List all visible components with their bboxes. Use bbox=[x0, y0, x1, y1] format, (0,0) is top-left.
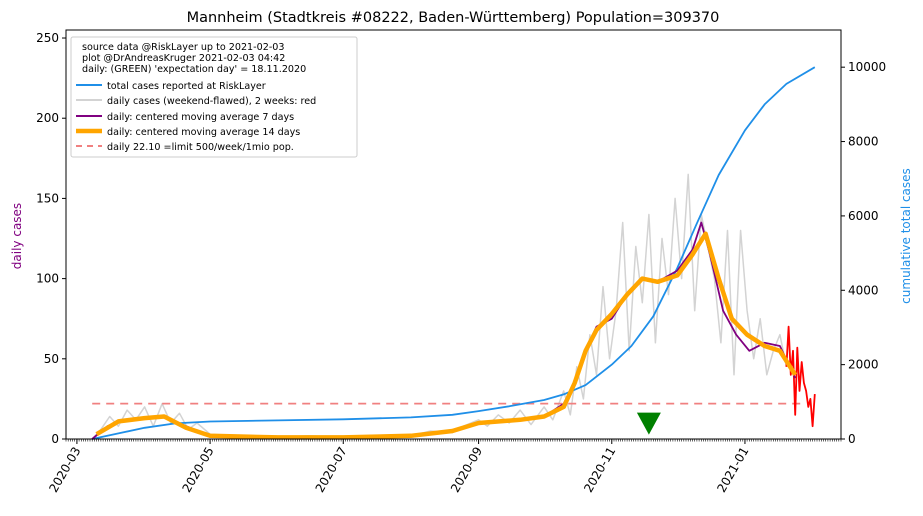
left-ytick-label: 200 bbox=[36, 111, 59, 125]
right-ytick-label: 8000 bbox=[848, 135, 879, 149]
legend-label-daily: daily cases (weekend-flawed), 2 weeks: r… bbox=[107, 96, 316, 107]
right-ytick-label: 6000 bbox=[848, 209, 879, 223]
series-recent-daily-line bbox=[785, 325, 816, 428]
legend-label-limit: daily 22.10 =limit 500/week/1mio pop. bbox=[107, 142, 294, 153]
right-ytick-label: 2000 bbox=[848, 358, 879, 372]
legend-box bbox=[70, 36, 358, 158]
legend-info-line-2: plot @DrAndreasKruger 2021-02-03 04:42 bbox=[82, 53, 285, 64]
legend-label-total: total cases reported at RiskLayer bbox=[107, 81, 266, 92]
series-total-cases-line bbox=[92, 66, 816, 440]
legend: source data @RiskLayer up to 2021-02-03 … bbox=[70, 36, 358, 158]
xtick-label: 2020-03 bbox=[46, 445, 83, 495]
legend-info-line-1: source data @RiskLayer up to 2021-02-03 bbox=[82, 42, 285, 53]
series-ma14-line bbox=[95, 231, 798, 440]
series-daily-cases-line bbox=[91, 173, 788, 440]
plot-content bbox=[91, 66, 816, 440]
left-ytick-label: 150 bbox=[36, 191, 59, 205]
right-axis-label: cumulative total cases bbox=[899, 168, 913, 304]
left-ytick-label: 100 bbox=[36, 272, 59, 286]
legend-label-ma7: daily: centered moving average 7 days bbox=[107, 112, 294, 123]
left-ytick-label: 50 bbox=[44, 352, 59, 366]
xtick-label: 2020-07 bbox=[313, 445, 350, 495]
xtick-label: 2020-11 bbox=[581, 445, 618, 495]
xtick-label: 2021-01 bbox=[714, 445, 751, 495]
chart-title: Mannheim (Stadtkreis #08222, Baden-Württ… bbox=[187, 10, 720, 26]
right-ytick-label: 0 bbox=[848, 432, 856, 446]
expectation-day-marker bbox=[636, 412, 661, 435]
left-ytick-label: 250 bbox=[36, 31, 59, 45]
xtick-label: 2020-09 bbox=[448, 445, 485, 495]
legend-label-ma14: daily: centered moving average 14 days bbox=[107, 127, 300, 138]
legend-info-line-3: daily: (GREEN) 'expectation day' = 18.11… bbox=[82, 64, 306, 75]
plot-frame bbox=[65, 29, 842, 440]
xtick-label: 2020-05 bbox=[179, 445, 216, 495]
right-ytick-label: 10000 bbox=[848, 60, 886, 74]
right-ytick-label: 4000 bbox=[848, 283, 879, 297]
left-axis-label: daily cases bbox=[10, 203, 24, 269]
left-ytick-label: 0 bbox=[51, 432, 59, 446]
